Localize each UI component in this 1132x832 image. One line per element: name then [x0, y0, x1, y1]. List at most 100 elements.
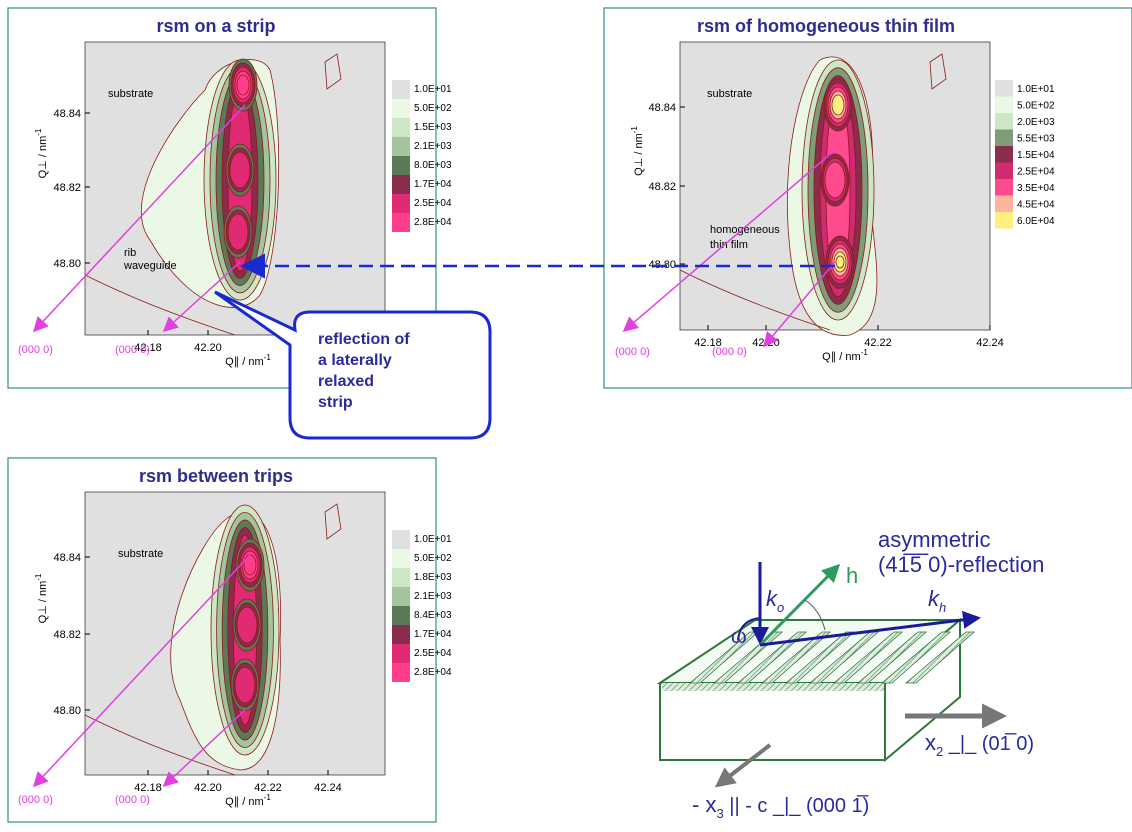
legend-swatch: [995, 212, 1013, 229]
callout-text: a laterally: [318, 352, 392, 369]
contour-peak: [836, 256, 844, 268]
legend-swatch: [392, 530, 410, 549]
text-part: 2: [936, 744, 943, 759]
h-label: h: [846, 563, 858, 588]
text-part: -1: [630, 126, 639, 134]
legend-label: 1.7E+04: [414, 629, 452, 640]
text-part: Q∥ / nm: [225, 796, 264, 808]
y-tick-label: 48.80: [53, 705, 81, 717]
legend-label: 2.8E+04: [414, 667, 452, 678]
x-tick-label: 42.24: [976, 337, 1004, 349]
legend-label: 8.0E+03: [414, 160, 452, 171]
legend-label: 5.0E+02: [414, 553, 452, 564]
legend-swatch: [995, 179, 1013, 196]
annotation: substrate: [108, 88, 153, 100]
y-tick-label: 48.80: [53, 258, 81, 270]
panel-title: rsm of homogeneous thin film: [697, 16, 955, 36]
legend-label: 1.0E+01: [1017, 84, 1055, 95]
origin-label: (000 0): [615, 346, 650, 358]
legend-label: 1.5E+04: [1017, 150, 1055, 161]
legend-label: 2.1E+03: [414, 141, 452, 152]
text-part: rsm: [697, 16, 730, 36]
callout-text: reflection of: [318, 331, 410, 348]
legend-swatch: [995, 163, 1013, 180]
legend-label: 2.1E+03: [414, 591, 452, 602]
k0-label: ko: [766, 586, 784, 615]
y-tick-label: 48.84: [53, 552, 81, 564]
legend-label: 2.0E+03: [1017, 117, 1055, 128]
x-tick-label: 42.20: [194, 342, 222, 354]
panel-title: rsm between trips: [139, 466, 293, 486]
x3-label: - x3 || - c _|_ (000 1̅): [692, 792, 869, 821]
omega-label: ω: [731, 626, 747, 648]
text-part: Q⊥ / nm: [633, 133, 645, 176]
contour-peak: [237, 75, 249, 95]
legend-swatch: [392, 568, 410, 587]
x-tick-label: 42.24: [314, 782, 342, 794]
text-part: Q⊥ / nm: [37, 581, 49, 624]
contour-peak: [832, 95, 844, 115]
legend-label: 2.5E+04: [414, 648, 452, 659]
contour-peak: [237, 607, 257, 643]
text-part: h: [939, 600, 946, 615]
legend-swatch: [995, 80, 1013, 97]
text-part: || - c _|_ (000 1̅): [724, 794, 870, 817]
text-part: -1: [264, 793, 272, 802]
legend-swatch: [392, 175, 410, 194]
text-part: rsm: [156, 16, 189, 36]
legend-swatch: [392, 137, 410, 156]
legend-swatch: [392, 549, 410, 568]
legend-swatch: [392, 644, 410, 663]
contour-peak: [235, 667, 255, 703]
legend-label: 1.7E+04: [414, 179, 452, 190]
panel-title: rsm on a strip: [156, 16, 275, 36]
legend-swatch: [995, 97, 1013, 114]
legend-swatch: [995, 130, 1013, 147]
legend-label: 5.0E+02: [1017, 101, 1055, 112]
legend-swatch: [392, 213, 410, 232]
crystal-layer: [662, 683, 884, 691]
legend-swatch: [995, 146, 1013, 163]
text-part: Q∥ / nm: [225, 356, 264, 368]
legend-swatch: [392, 587, 410, 606]
y-tick-label: 48.82: [53, 182, 81, 194]
x2-label: x2 _|_ (01̅ 0): [925, 730, 1034, 759]
callout-text: relaxed: [318, 373, 374, 390]
legend-label: 5.5E+03: [1017, 134, 1055, 145]
legend-label: 3.5E+04: [1017, 183, 1055, 194]
legend-swatch: [392, 118, 410, 137]
legend-swatch: [995, 113, 1013, 130]
text-part: between trips: [172, 466, 293, 486]
legend-swatch: [392, 194, 410, 213]
legend-label: 8.4E+03: [414, 610, 452, 621]
origin-label: (000 0): [712, 346, 747, 358]
contour-peak: [230, 152, 250, 188]
contour-peak: [825, 162, 845, 198]
text-part: _|_ (01̅ 0): [943, 732, 1034, 755]
legend-swatch: [392, 663, 410, 682]
legend-label: 4.5E+04: [1017, 200, 1055, 211]
text-part: -1: [861, 348, 869, 357]
x-tick-label: 42.20: [194, 782, 222, 794]
annotation: homogeneous: [710, 224, 780, 236]
text-part: 3: [716, 806, 723, 821]
legend-swatch: [392, 156, 410, 175]
y-tick-label: 48.84: [53, 108, 81, 120]
text-part: - x: [692, 792, 716, 817]
text-part: -1: [34, 128, 43, 136]
contour-peak: [244, 555, 256, 575]
text-part: Q∥ / nm: [822, 351, 861, 363]
y-tick-label: 48.82: [53, 629, 81, 641]
crystal-front: [660, 683, 885, 760]
legend-label: 5.0E+02: [414, 103, 452, 114]
y-tick-label: 48.84: [648, 102, 676, 114]
annotation: substrate: [707, 88, 752, 100]
legend-swatch: [392, 99, 410, 118]
x-tick-label: 42.18: [134, 782, 162, 794]
legend-label: 1.5E+03: [414, 122, 452, 133]
text-part: o: [777, 600, 784, 615]
legend-label: 1.8E+03: [414, 572, 452, 583]
origin-label: (000 0): [18, 794, 53, 806]
legend-swatch: [392, 606, 410, 625]
text-part: -1: [264, 353, 272, 362]
